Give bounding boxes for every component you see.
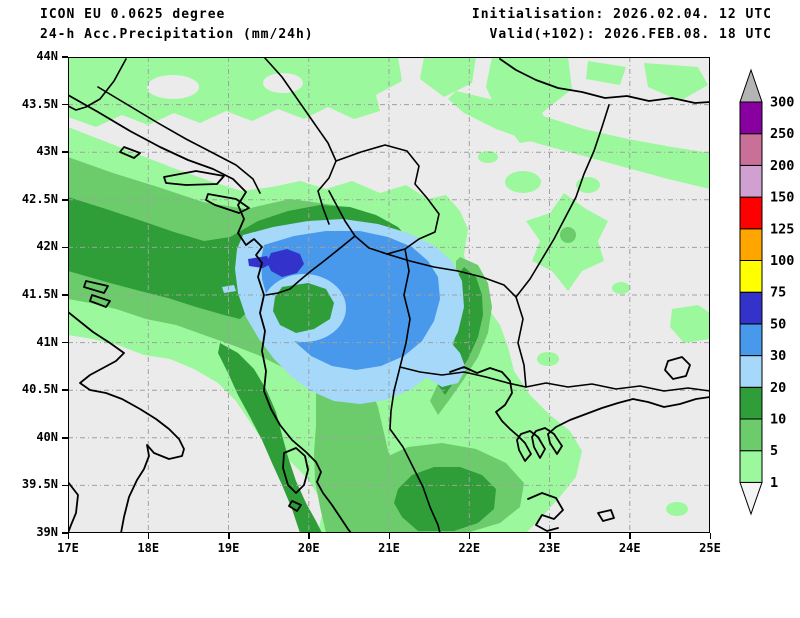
legend-value: 300 — [770, 95, 794, 111]
x-axis-tick — [308, 533, 310, 539]
legend-value: 100 — [770, 253, 794, 269]
x-axis-tick — [388, 533, 391, 539]
y-axis-tick — [62, 437, 68, 439]
coastlines — [68, 58, 710, 533]
y-axis-label: 39N — [36, 525, 58, 539]
x-axis-label: 21E — [378, 541, 400, 555]
y-axis-tick — [62, 151, 68, 153]
y-axis-tick — [62, 56, 68, 58]
legend-value: 125 — [770, 221, 794, 237]
y-axis-label: 40.5N — [21, 382, 58, 397]
y-axis-tick — [62, 484, 68, 487]
y-axis-label: 41.5N — [21, 287, 58, 301]
x-axis-label: 22E — [458, 541, 481, 555]
legend-above-max-triangle — [739, 68, 763, 103]
y-axis-label: 40N — [36, 429, 58, 444]
legend-value: 1 — [770, 475, 778, 491]
legend-cell — [739, 260, 763, 293]
model-title: ICON EU 0.0625 degree — [40, 7, 226, 22]
x-axis-tick — [67, 533, 70, 539]
legend-cell — [739, 386, 763, 420]
x-axis-label: 25E — [699, 541, 721, 555]
italy-coastline — [68, 311, 185, 533]
y-axis-tick — [62, 103, 68, 106]
x-axis-label: 23E — [538, 541, 561, 555]
x-axis-tick — [147, 533, 150, 539]
adriatic-coastline — [68, 94, 352, 533]
legend-value: 250 — [770, 126, 794, 142]
dalmatian-island — [119, 146, 141, 159]
legend-value: 5 — [770, 443, 778, 459]
legend-cell — [739, 196, 763, 230]
x-axis-label: 20E — [297, 541, 320, 555]
legend-cell — [739, 355, 763, 388]
legend-value: 75 — [770, 285, 786, 301]
precip-50-75mm-region — [248, 249, 304, 277]
pelion-coastline — [527, 492, 564, 532]
y-axis-label: 42N — [36, 239, 58, 254]
x-axis-tick — [228, 533, 230, 539]
legend-color-cells — [739, 101, 763, 483]
small-island — [288, 500, 302, 512]
initialisation-time: Initialisation: 2026.02.04. 12 UTC — [471, 7, 772, 22]
legend-cell — [739, 164, 763, 198]
x-axis-tick — [709, 533, 712, 539]
dalmatian-island — [205, 193, 250, 214]
x-axis-label: 24E — [618, 541, 641, 555]
y-axis-tick — [62, 246, 68, 249]
danube-line — [499, 58, 710, 104]
legend-value: 50 — [770, 316, 786, 332]
legend-cell — [739, 323, 763, 357]
legend-value: 20 — [770, 380, 786, 396]
legend-cell — [739, 228, 763, 262]
thassos-island — [664, 356, 691, 380]
precipitation-legend: 1 5 10 20 30 50 75 100 125 150 200 250 300 — [739, 68, 794, 516]
y-axis-tick — [62, 532, 68, 534]
y-axis-label: 41N — [36, 334, 58, 349]
valid-time: Valid(+102): 2026.FEB.08. 18 UTC — [489, 27, 772, 42]
dalmatian-island — [83, 280, 109, 294]
dalmatian-island — [89, 294, 111, 308]
x-axis-label: 18E — [137, 541, 160, 555]
x-axis-tick — [549, 533, 551, 539]
aegean-coastline — [449, 366, 710, 462]
dalmatian-island — [163, 170, 225, 186]
small-island — [597, 509, 615, 522]
y-axis-label: 39.5N — [21, 477, 58, 492]
y-axis-label: 43N — [36, 144, 58, 159]
x-axis-label: 19E — [217, 541, 240, 555]
x-axis-tick — [629, 533, 631, 539]
legend-cell — [739, 291, 763, 325]
legend-cell — [739, 101, 763, 135]
legend-cell — [739, 450, 763, 483]
legend-value-labels: 1 5 10 20 30 50 75 100 125 150 200 250 300 — [770, 95, 794, 491]
legend-cell — [739, 418, 763, 452]
y-axis-label: 43.5N — [21, 96, 58, 111]
legend-value: 150 — [770, 190, 794, 206]
y-axis-tick — [62, 199, 68, 201]
dry-hole — [147, 75, 199, 99]
y-axis-label: 44N — [36, 49, 58, 63]
corfu-island — [282, 447, 309, 494]
y-axis-tick — [62, 294, 68, 296]
legend-value: 200 — [770, 158, 794, 174]
dry-hole — [263, 73, 303, 93]
legend-value: 30 — [770, 348, 786, 364]
x-axis-tick — [468, 533, 471, 539]
x-axis-label: 17E — [57, 541, 79, 555]
y-axis-tick — [62, 341, 68, 344]
product-title: 24-h Acc.Precipitation (mm/24h) — [40, 27, 314, 42]
precipitation-map — [68, 57, 710, 533]
legend-cell — [739, 133, 763, 166]
y-axis-label: 42.5N — [21, 191, 58, 206]
italy-coastline-west — [68, 481, 79, 533]
country-borders — [68, 57, 710, 533]
legend-value: 10 — [770, 412, 786, 428]
y-axis-tick — [62, 389, 68, 391]
legend-below-min-triangle — [739, 481, 763, 516]
